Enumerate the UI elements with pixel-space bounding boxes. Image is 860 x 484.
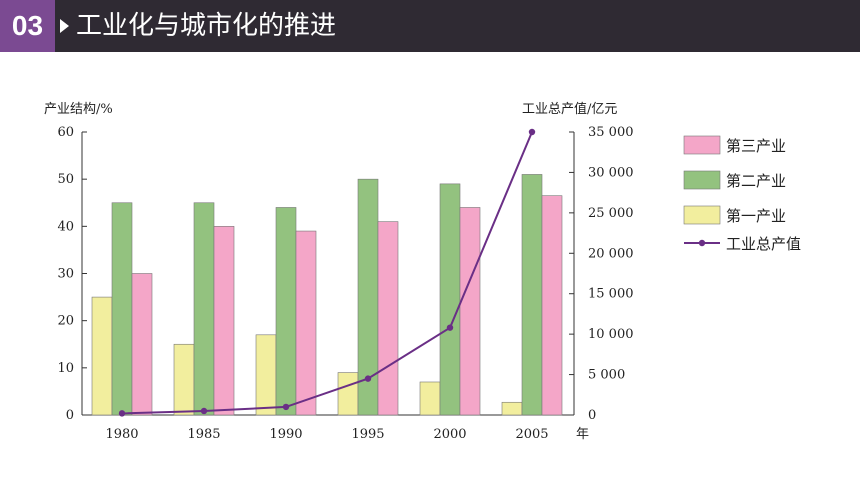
line-point: [200, 407, 208, 415]
slide-title: 工业化与城市化的推进: [76, 11, 337, 41]
bar-secondary: [193, 202, 215, 416]
bar-tertiary: [541, 195, 563, 416]
line-point: [282, 403, 290, 411]
left-axis-title: 产业结构/%: [44, 102, 113, 117]
bar-secondary: [275, 207, 297, 416]
x-tick-label: 1980: [105, 427, 138, 442]
bar-primary: [419, 381, 441, 416]
legend-label: 第二产业: [726, 172, 786, 190]
x-tick-label: 1995: [351, 427, 384, 442]
line-point: [528, 128, 536, 136]
x-tick-label: 2000: [433, 427, 466, 442]
legend-label: 第一产业: [726, 207, 786, 225]
legend-label: 工业总产值: [726, 235, 801, 253]
left-tick-label: 30: [57, 267, 74, 282]
bar-tertiary: [131, 273, 153, 416]
left-tick-label: 60: [57, 125, 74, 140]
bar-primary: [173, 343, 195, 416]
legend-swatch: [683, 205, 721, 225]
left-tick-label: 10: [57, 361, 74, 376]
left-tick-label: 0: [66, 408, 74, 423]
slide-header: 03 工业化与城市化的推进: [0, 0, 860, 52]
right-tick-label: 20 000: [588, 246, 634, 261]
right-tick-label: 15 000: [588, 287, 634, 302]
bar-tertiary: [459, 207, 481, 416]
left-tick-label: 50: [57, 172, 74, 187]
bar-secondary: [521, 174, 543, 416]
bar-tertiary: [295, 230, 317, 416]
right-tick-label: 25 000: [588, 206, 634, 221]
bar-primary: [501, 401, 523, 416]
section-number-badge: 03: [0, 0, 55, 52]
x-tick-label: 1990: [269, 427, 302, 442]
right-axis-title: 工业总产值/亿元: [522, 101, 617, 117]
bar-primary: [255, 334, 277, 416]
triangle-arrow-icon: [60, 19, 69, 33]
bar-secondary: [439, 183, 461, 416]
bar-primary: [337, 372, 359, 416]
right-tick-label: 30 000: [588, 165, 634, 180]
bar-primary: [91, 296, 113, 416]
line-point: [118, 410, 126, 417]
left-tick-label: 40: [57, 219, 74, 234]
line-point: [446, 324, 454, 331]
x-tick-label: 1985: [187, 427, 220, 442]
right-tick-label: 0: [588, 408, 596, 423]
x-tick-label: 2005: [515, 427, 548, 442]
legend-swatch: [683, 170, 721, 190]
line-industrial-output: [121, 131, 533, 415]
right-tick-label: 10 000: [588, 327, 634, 342]
legend-line-marker: [698, 239, 706, 247]
left-tick-label: 20: [57, 314, 74, 329]
x-axis-unit: 年: [576, 427, 589, 442]
right-tick-label: 5 000: [588, 368, 625, 383]
bar-tertiary: [377, 221, 399, 416]
bar-secondary: [111, 202, 133, 416]
legend-label: 第三产业: [726, 137, 786, 155]
legend-swatch: [683, 135, 721, 155]
bar-tertiary: [213, 226, 235, 416]
right-tick-label: 35 000: [588, 125, 634, 140]
line-point: [364, 375, 372, 382]
